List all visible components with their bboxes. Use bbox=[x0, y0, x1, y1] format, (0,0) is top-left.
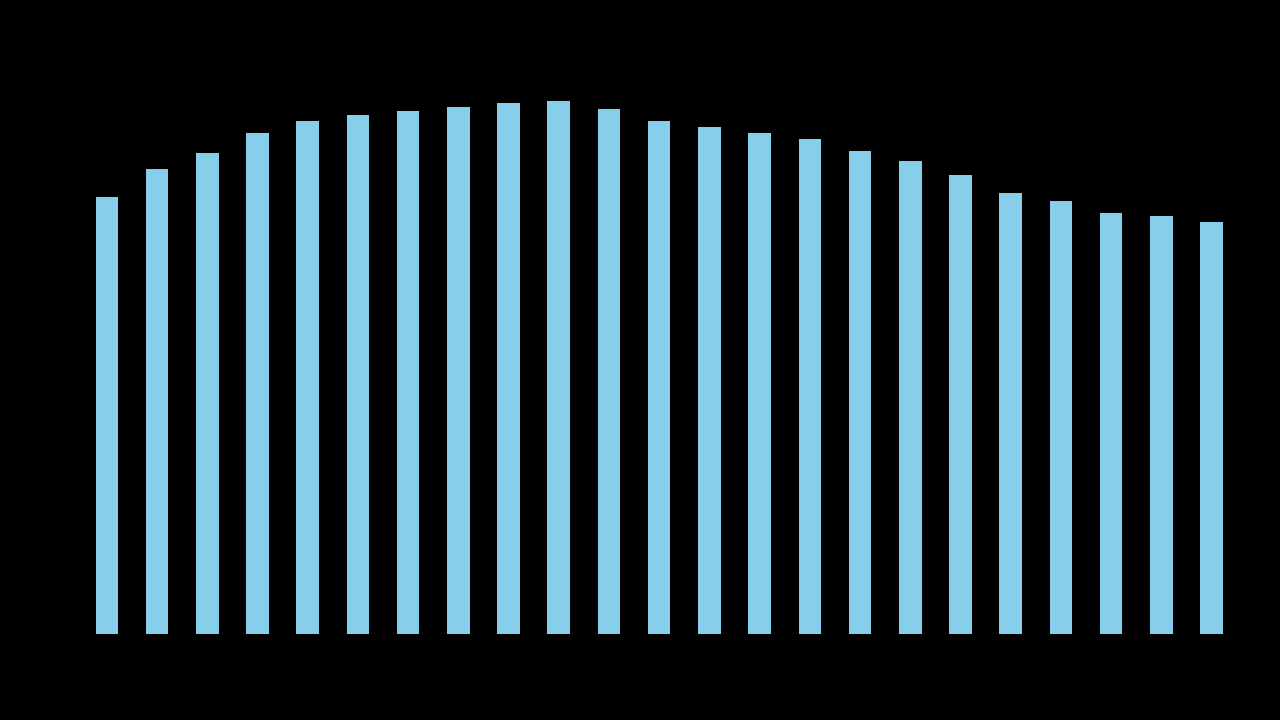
Bar bbox=[297, 121, 319, 634]
Bar bbox=[849, 151, 872, 634]
Bar bbox=[447, 107, 470, 634]
Bar bbox=[1201, 222, 1222, 634]
Bar bbox=[950, 175, 972, 634]
Bar bbox=[698, 127, 721, 634]
Bar bbox=[196, 153, 219, 634]
Bar bbox=[1149, 217, 1172, 634]
Bar bbox=[799, 139, 820, 634]
Bar bbox=[899, 161, 922, 634]
Bar bbox=[598, 109, 621, 634]
Bar bbox=[347, 115, 369, 634]
Bar bbox=[548, 102, 570, 634]
Bar bbox=[246, 133, 269, 634]
Bar bbox=[498, 103, 520, 634]
Bar bbox=[648, 121, 671, 634]
Bar bbox=[397, 111, 420, 634]
Bar bbox=[1050, 201, 1073, 634]
Bar bbox=[1100, 212, 1123, 634]
Bar bbox=[1000, 193, 1021, 634]
Bar bbox=[749, 133, 771, 634]
Bar bbox=[96, 197, 118, 634]
Bar bbox=[146, 168, 169, 634]
